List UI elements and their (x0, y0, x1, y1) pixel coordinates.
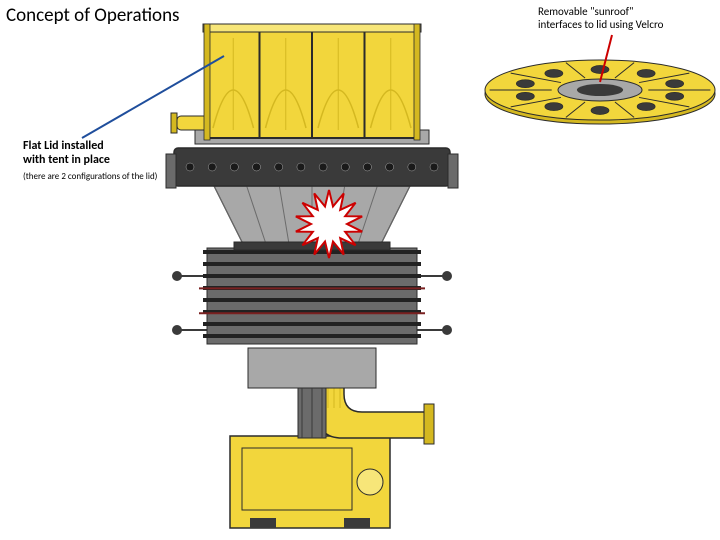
diagram-canvas (0, 0, 720, 540)
